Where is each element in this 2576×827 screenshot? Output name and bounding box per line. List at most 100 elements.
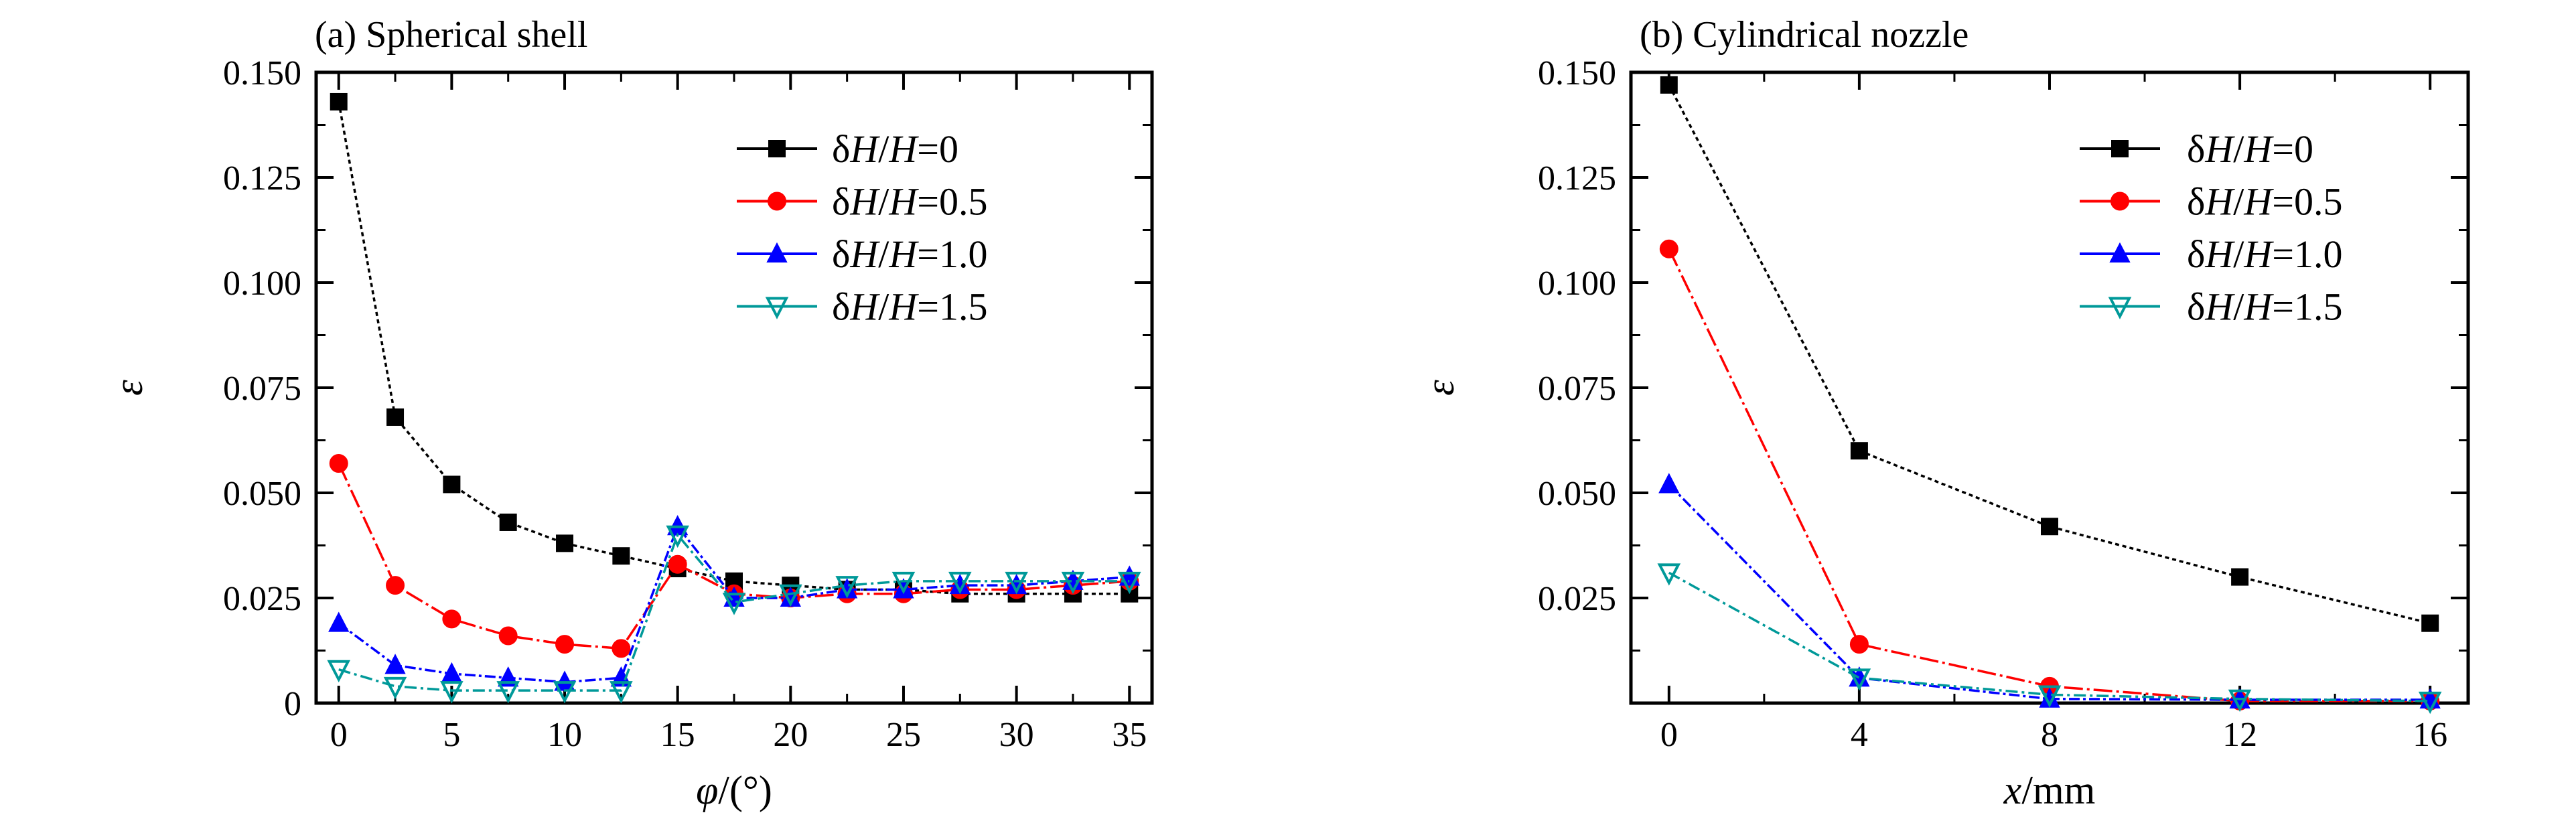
plot-frame — [1629, 70, 2470, 705]
y-tick-label: 0.150 — [1538, 54, 1616, 92]
x-tick-label: 15 — [660, 716, 695, 754]
data-point — [668, 554, 687, 574]
data-point — [2228, 689, 2252, 712]
legend-marker — [766, 242, 788, 262]
data-point — [1658, 473, 1680, 494]
series-3 — [1658, 473, 2441, 708]
y-tick-label: 0.125 — [223, 159, 301, 198]
legend-label: δH/H=0 — [2187, 127, 2313, 171]
data-point — [499, 513, 517, 531]
data-point — [384, 654, 406, 674]
legend-item: δH/H=0 — [737, 127, 958, 171]
y-tick-label: 0.050 — [1538, 475, 1616, 513]
data-point — [440, 681, 463, 704]
data-point — [2418, 691, 2442, 715]
legend-item: δH/H=1.5 — [737, 285, 987, 329]
data-point — [443, 475, 461, 494]
x-axis-unit: /(°) — [718, 768, 772, 812]
data-point — [1005, 571, 1028, 595]
legend-item: δH/H=1.5 — [2080, 285, 2342, 329]
x-axis-label: x/mm — [2003, 768, 2096, 812]
y-tick-label: 0.050 — [223, 475, 301, 513]
x-tick-label: 12 — [2222, 716, 2257, 754]
y-tick-label: 0.025 — [1538, 580, 1616, 618]
data-point — [2231, 568, 2249, 586]
x-tick-label: 25 — [886, 716, 921, 754]
data-point — [498, 626, 518, 646]
y-tick-label: 0 — [284, 685, 301, 723]
series-line — [338, 101, 1130, 595]
x-tick-label: 20 — [773, 716, 808, 754]
legend-item: δH/H=1.0 — [2080, 232, 2342, 276]
data-point — [2421, 614, 2439, 632]
data-point — [329, 454, 348, 473]
data-point — [2041, 518, 2058, 536]
y-axis-label: ε — [106, 380, 151, 396]
data-point — [666, 525, 689, 548]
legend-label: δH/H=0.5 — [2187, 180, 2342, 224]
series-line — [1668, 84, 2431, 625]
data-point — [835, 576, 859, 599]
data-point — [1659, 239, 1678, 258]
data-point — [1847, 668, 1871, 691]
legend-item: δH/H=0.5 — [2080, 180, 2342, 224]
data-point — [327, 660, 351, 683]
legend-label: δH/H=1.0 — [832, 232, 987, 276]
series-3 — [328, 515, 1140, 691]
y-tick-label: 0.100 — [1538, 265, 1616, 303]
plot-frame — [314, 70, 1154, 705]
data-point — [948, 571, 972, 595]
series-line — [1668, 483, 2431, 701]
data-point — [1850, 442, 1868, 460]
legend-label: δH/H=0 — [832, 127, 958, 171]
data-point — [553, 681, 577, 704]
series-4 — [1657, 563, 2442, 715]
data-point — [386, 576, 405, 595]
legend-marker — [2110, 192, 2129, 211]
series-4 — [327, 525, 1141, 704]
legend-marker — [768, 192, 786, 211]
data-point — [555, 635, 575, 654]
data-point — [556, 534, 574, 552]
x-tick-label: 0 — [1660, 716, 1678, 754]
x-tick-label: 0 — [330, 716, 348, 754]
legend: δH/H=0 δH/H=0.5 δH/H=1.0 δH/H=1.5 — [737, 127, 987, 329]
data-point — [779, 584, 802, 607]
data-point — [442, 609, 461, 629]
series-line — [1668, 571, 2431, 702]
x-tick-label: 8 — [2041, 716, 2058, 754]
x-axis-variable: φ — [696, 768, 718, 812]
legend-item: δH/H=0 — [2080, 127, 2313, 171]
chart-panel-a: 0 0.025 0.050 0.075 0.100 0.125 0.150 0 5 10 15 20 2… — [106, 14, 1154, 812]
chart-panel-b: 0.025 0.050 0.075 0.100 0.125 0.150 0 4 8 12 16 (b)… — [1418, 14, 2470, 812]
legend: δH/H=0 δH/H=0.5 δH/H=1.0 δH/H=1.5 — [2080, 127, 2342, 329]
data-point — [1117, 571, 1141, 595]
legend-item: δH/H=1.0 — [737, 232, 987, 276]
x-axis-unit: /mm — [2021, 768, 2095, 812]
chart-title: (a) Spherical shell — [315, 14, 587, 56]
y-tick-label: 0.125 — [1538, 159, 1616, 198]
data-point — [328, 611, 350, 632]
y-tick-label: 0.025 — [223, 580, 301, 618]
chart-title: (b) Cylindrical nozzle — [1640, 14, 1969, 56]
legend-label: δH/H=0.5 — [832, 180, 987, 224]
data-point — [891, 571, 916, 595]
x-tick-label: 10 — [547, 716, 582, 754]
data-point — [612, 547, 630, 565]
x-tick-label: 5 — [443, 716, 460, 754]
data-point — [1849, 635, 1869, 654]
legend-item: δH/H=0.5 — [737, 180, 987, 224]
data-point — [610, 681, 633, 704]
data-point — [1657, 563, 1681, 586]
legend-marker — [765, 297, 789, 319]
data-point — [330, 92, 348, 110]
legend-label: δH/H=1.0 — [2187, 232, 2342, 276]
y-tick-label: 0.075 — [223, 370, 301, 408]
y-tick-label: 0.075 — [1538, 370, 1616, 408]
data-point — [496, 681, 520, 704]
data-point — [1061, 571, 1085, 595]
data-point — [386, 408, 405, 426]
x-axis-variable: x — [2003, 768, 2022, 812]
x-tick-label: 30 — [999, 716, 1034, 754]
legend-label: δH/H=1.5 — [2187, 285, 2342, 329]
